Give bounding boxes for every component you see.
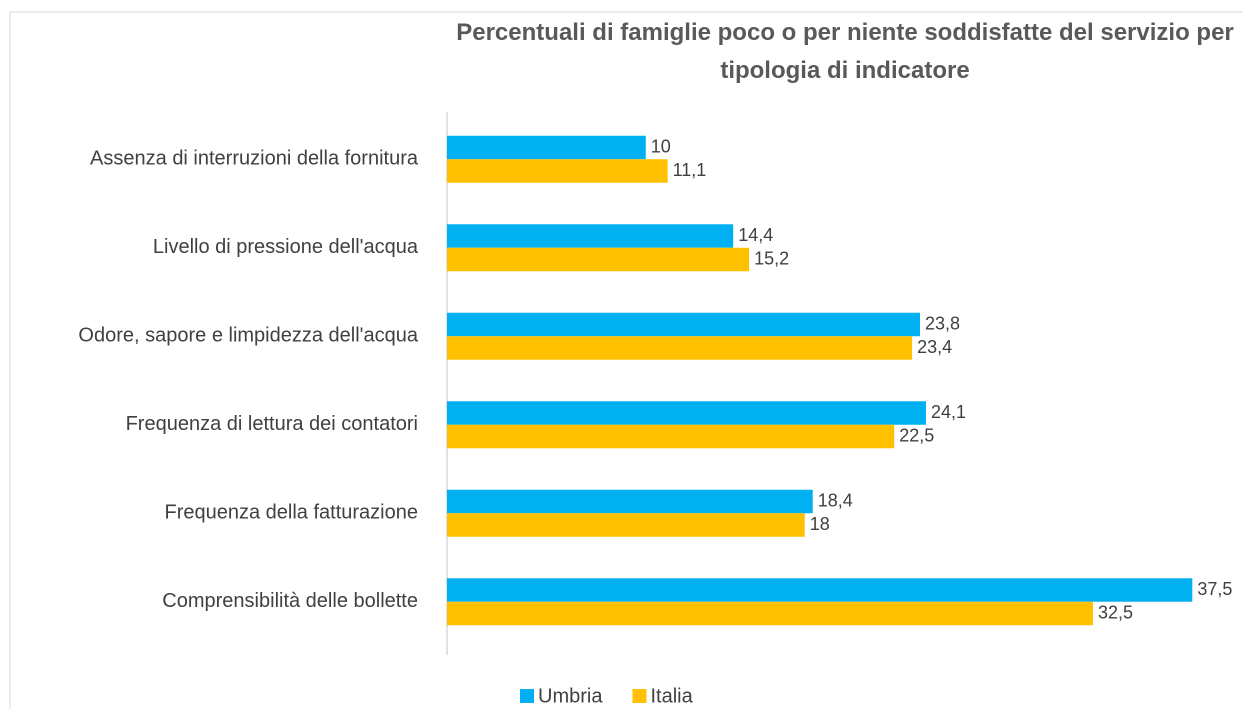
value-label: 10 bbox=[651, 136, 671, 156]
value-label: 24,1 bbox=[931, 402, 966, 422]
value-label: 18,4 bbox=[818, 490, 853, 510]
value-label: 23,4 bbox=[917, 337, 952, 357]
legend-label: Umbria bbox=[538, 685, 603, 707]
bar bbox=[447, 224, 734, 248]
legend-label: Italia bbox=[650, 685, 693, 707]
category-label: Comprensibilità delle bollette bbox=[162, 590, 418, 612]
bar bbox=[447, 489, 813, 514]
value-label: 18 bbox=[810, 514, 830, 534]
bar bbox=[447, 159, 668, 183]
value-label: 37,5 bbox=[1197, 579, 1232, 599]
category-label: Livello di pressione dell'acqua bbox=[153, 236, 419, 258]
value-label: 15,2 bbox=[754, 248, 789, 268]
bar bbox=[447, 578, 1193, 602]
bar bbox=[447, 424, 895, 449]
bar bbox=[447, 247, 750, 272]
chart-title: Percentuali di famiglie poco o per nient… bbox=[456, 19, 1234, 84]
value-label: 11,1 bbox=[673, 160, 707, 180]
value-label: 32,5 bbox=[1098, 602, 1133, 622]
bar bbox=[447, 513, 805, 537]
value-label: 23,8 bbox=[925, 313, 960, 333]
category-label: Frequenza della fatturazione bbox=[165, 502, 419, 524]
value-label: 22,5 bbox=[899, 425, 934, 445]
bar bbox=[447, 135, 646, 160]
bar bbox=[447, 401, 926, 425]
category-label: Frequenza di lettura dei contatori bbox=[126, 413, 418, 435]
bar bbox=[447, 601, 1093, 626]
legend-swatch bbox=[632, 689, 647, 703]
value-label: 14,4 bbox=[738, 225, 773, 245]
category-label: Assenza di interruzioni della fornitura bbox=[90, 148, 419, 170]
category-label: Odore, sapore e limpidezza dell'acqua bbox=[78, 325, 418, 347]
bar bbox=[447, 312, 921, 337]
bar bbox=[447, 336, 913, 360]
legend-swatch bbox=[520, 689, 534, 703]
